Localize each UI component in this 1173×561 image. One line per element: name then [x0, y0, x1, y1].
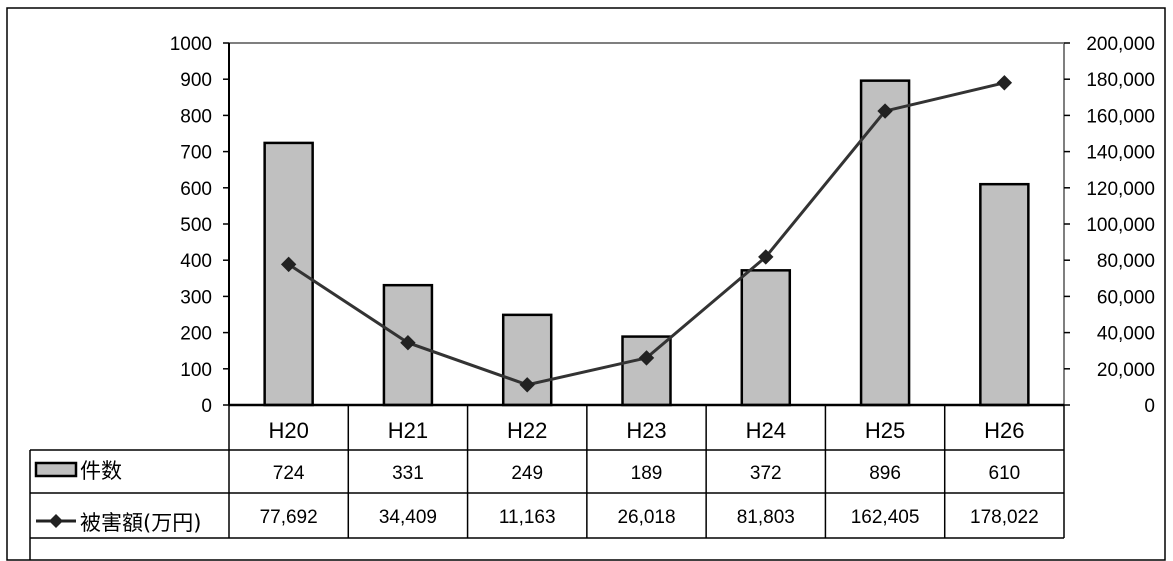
data-label-line: 178,022: [970, 507, 1039, 528]
data-label-bar: 372: [750, 463, 782, 484]
category-label: H25: [865, 418, 905, 443]
y-tick-left: 900: [180, 70, 212, 91]
legend-key-marker: [49, 514, 63, 528]
data-label-line: 34,409: [379, 507, 437, 528]
data-label-line: 26,018: [617, 507, 675, 528]
y-tick-left: 300: [180, 287, 212, 308]
data-label-bar: 610: [989, 463, 1021, 484]
y-tick-right: 140,000: [1086, 143, 1155, 164]
axes: [223, 42, 1070, 407]
line-marker: [877, 103, 893, 119]
y-tick-left: 200: [180, 324, 212, 345]
data-label-line: 162,405: [851, 507, 920, 528]
y-tick-right: 180,000: [1086, 70, 1155, 91]
data-label-bar: 249: [511, 463, 543, 484]
category-label: H23: [626, 418, 666, 443]
legend-label-line: 被害額(万円): [80, 511, 201, 535]
y-tick-left: 100: [180, 360, 212, 381]
y-tick-right: 200,000: [1086, 34, 1155, 55]
category-label: H26: [984, 418, 1024, 443]
category-label: H22: [507, 418, 547, 443]
y-tick-right: 40,000: [1097, 324, 1155, 345]
line-series: [280, 75, 1013, 393]
y-tick-left: 600: [180, 179, 212, 200]
data-label-line: 77,692: [260, 507, 318, 528]
data-label-bar: 896: [869, 463, 901, 484]
y-tick-left: 800: [180, 106, 212, 127]
y-tick-left: 700: [180, 143, 212, 164]
data-label-bar: 331: [392, 463, 424, 484]
category-label: H20: [268, 418, 308, 443]
bar: [979, 182, 1030, 407]
bar: [621, 335, 672, 407]
y-tick-right: 0: [1144, 396, 1155, 417]
line-marker: [758, 249, 774, 265]
y-tick-right: 160,000: [1086, 106, 1155, 127]
line-marker: [996, 75, 1013, 91]
line-marker: [519, 377, 535, 393]
bar: [740, 269, 792, 407]
y-tick-left: 400: [180, 251, 212, 272]
data-label-bar: 724: [273, 463, 305, 484]
line-marker: [638, 350, 655, 366]
bar-series: [263, 79, 1030, 407]
category-label: H24: [746, 418, 786, 443]
data-label-bar: 189: [631, 463, 663, 484]
y-tick-right: 60,000: [1097, 287, 1155, 308]
y-tick-right: 80,000: [1097, 251, 1155, 272]
y-tick-right: 20,000: [1097, 360, 1155, 381]
line-marker: [280, 256, 297, 273]
y-tick-right: 120,000: [1086, 179, 1155, 200]
line-marker: [400, 335, 416, 351]
data-table: [29, 405, 1065, 560]
y-tick-left: 500: [180, 215, 212, 236]
data-label-line: 11,163: [499, 507, 556, 528]
data-label-line: 81,803: [737, 507, 795, 528]
legend-key-bar: [34, 461, 78, 478]
y-tick-right: 100,000: [1086, 215, 1155, 236]
y-tick-left: 0: [201, 396, 212, 417]
y-tick-left: 1000: [170, 34, 212, 55]
category-label: H21: [388, 418, 428, 443]
chart-frame: [6, 7, 1166, 561]
tick-labels: H20 H21 H22 H23 H24 H25 H26 724 331 249 189 372 896 6…: [80, 34, 1155, 535]
legend-label-bar: 件数: [80, 459, 122, 483]
